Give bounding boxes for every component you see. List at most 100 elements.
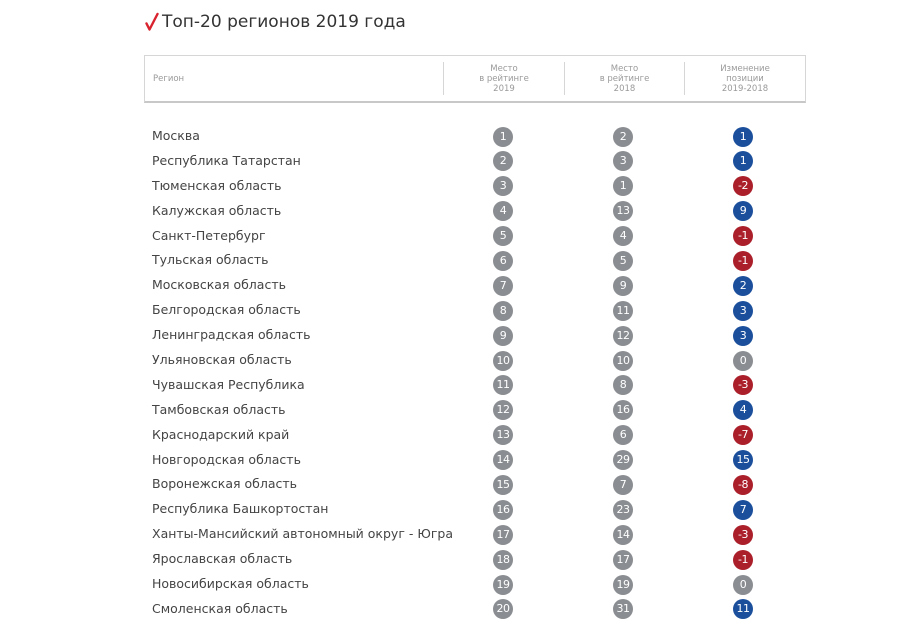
header-change-line3: 2019-2018 [721,83,769,94]
position-change-badge: -3 [733,375,753,396]
position-change-badge: 0 [733,574,753,595]
page-title-block: Топ-20 регионов 2019 года [145,10,406,34]
rank-2018-badge: 7 [613,474,633,495]
region-name: Новосибирская область [152,576,309,592]
table-row: Республика Татарстан 2 3 1 [0,149,900,174]
rank-2018-badge: 29 [613,450,633,471]
rank-2019-badge: 17 [493,524,513,545]
table-row: Ульяновская область 10 10 0 [0,348,900,373]
position-change-badge: -1 [733,226,753,247]
table-row: Тульская область 6 5 -1 [0,248,900,273]
header-rank-2019: Место в рейтинге 2019 [444,56,564,101]
header-divider [443,62,444,95]
page-title: Топ-20 регионов 2019 года [162,12,406,32]
region-name: Московская область [152,277,286,293]
rank-2019-badge: 4 [493,201,513,222]
region-name: Республика Татарстан [152,152,301,168]
position-change-badge: 2 [733,275,753,296]
header-rank-2018: Место в рейтинге 2018 [565,56,684,101]
region-name: Ханты-Мансийский автономный округ - Югра [152,526,453,542]
rank-2018-badge: 6 [613,425,633,446]
position-change-badge: 1 [733,126,753,147]
header-rank-2019-line1: Место [490,63,518,74]
table-row: Чувашская Республика 11 8 -3 [0,373,900,398]
region-name: Тульская область [152,252,269,268]
rank-2018-badge: 13 [613,201,633,222]
rank-2019-badge: 16 [493,499,513,520]
header-rank-2018-line3: 2018 [613,83,636,94]
table-row: Белгородская область 8 11 3 [0,298,900,323]
region-name: Смоленская область [152,600,288,616]
position-change-badge: 7 [733,499,753,520]
region-name: Ярославская область [152,551,293,567]
table-row: Санкт-Петербург 5 4 -1 [0,224,900,249]
table-row: Новгородская область 14 29 15 [0,448,900,473]
header-region-label: Регион [153,73,185,84]
position-change-badge: -1 [733,250,753,271]
rank-2018-badge: 5 [613,250,633,271]
rank-2018-badge: 8 [613,375,633,396]
rank-2018-badge: 12 [613,325,633,346]
position-change-badge: 15 [733,450,753,471]
table-row: Смоленская область 20 31 11 [0,597,900,622]
table-row: Ярославская область 18 17 -1 [0,547,900,572]
position-change-badge: -3 [733,524,753,545]
position-change-badge: -1 [733,549,753,570]
table-header: Регион Место в рейтинге 2019 Место в рей… [144,55,806,103]
rank-2019-badge: 19 [493,574,513,595]
rank-2018-badge: 14 [613,524,633,545]
header-rank-2018-line2: в рейтинге [599,73,650,84]
header-region: Регион [153,56,443,101]
position-change-badge: -8 [733,474,753,495]
header-divider [684,62,685,95]
region-name: Тюменская область [152,177,282,193]
position-change-badge: 9 [733,201,753,222]
table-row: Тамбовская область 12 16 4 [0,398,900,423]
table-row: Республика Башкортостан 16 23 7 [0,497,900,522]
rank-2018-badge: 9 [613,275,633,296]
table-row: Калужская область 4 13 9 [0,199,900,224]
rank-2018-badge: 19 [613,574,633,595]
rank-2018-badge: 3 [613,151,633,172]
header-divider [564,62,565,95]
rank-2018-badge: 23 [613,499,633,520]
position-change-badge: 3 [733,325,753,346]
rank-2019-badge: 12 [493,400,513,421]
table-row: Новосибирская область 19 19 0 [0,572,900,597]
position-change-badge: 4 [733,400,753,421]
region-name: Белгородская область [152,302,301,318]
rank-2019-badge: 9 [493,325,513,346]
rank-2019-badge: 8 [493,300,513,321]
checkmark-icon [145,12,159,31]
rank-2019-badge: 11 [493,375,513,396]
rank-2019-badge: 14 [493,450,513,471]
table-body: Москва 1 2 1 Республика Татарстан 2 3 1 Тюменска… [0,124,900,622]
table-row: Краснодарский край 13 6 -7 [0,423,900,448]
header-change-line1: Изменение [720,63,770,74]
rank-2019-badge: 15 [493,474,513,495]
region-name: Москва [152,128,200,143]
region-name: Краснодарский край [152,426,290,442]
region-name: Ульяновская область [152,352,292,368]
rank-2018-badge: 11 [613,300,633,321]
rank-2018-badge: 10 [613,350,633,371]
header-rank-2018-line1: Место [610,63,639,74]
rank-2019-badge: 13 [493,425,513,446]
region-name: Калужская область [152,202,282,218]
table-row: Московская область 7 9 2 [0,273,900,298]
rank-2019-badge: 2 [493,151,513,172]
rank-2018-badge: 17 [613,549,633,570]
rank-2019-badge: 18 [493,549,513,570]
rank-2019-badge: 6 [493,250,513,271]
header-rank-2019-line3: 2019 [493,83,515,94]
region-name: Новгородская область [152,451,301,467]
position-change-badge: -7 [733,425,753,446]
header-rank-2019-line2: в рейтинге [479,73,529,84]
region-name: Воронежская область [152,476,298,492]
rank-2019-badge: 3 [493,176,513,197]
region-name: Чувашская Республика [152,376,305,392]
header-change-line2: позиции [726,73,764,84]
rank-2018-badge: 4 [613,226,633,247]
rank-2019-badge: 5 [493,226,513,247]
table-row: Ленинградская область 9 12 3 [0,323,900,348]
